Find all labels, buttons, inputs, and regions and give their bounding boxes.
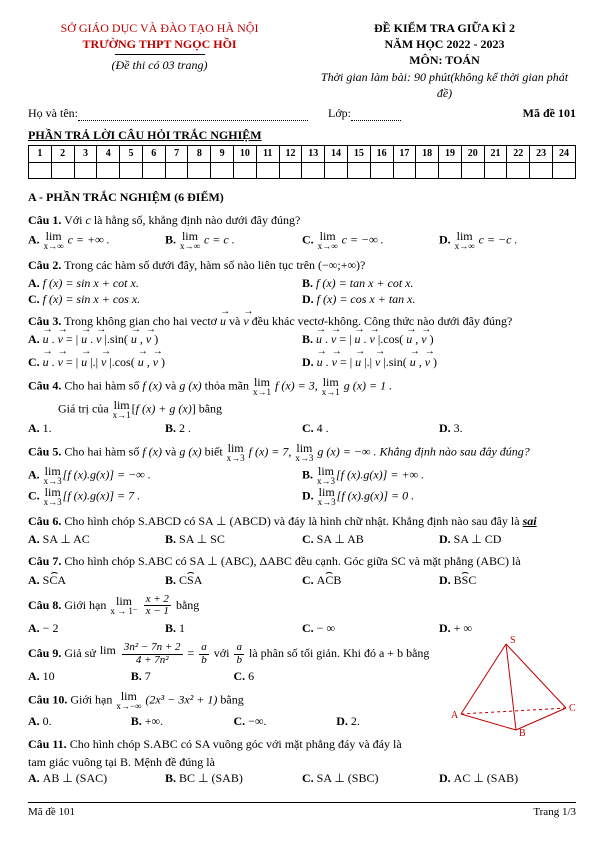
svg-text:B: B: [519, 728, 526, 736]
q3-opt-a: A. u . v = | u . v |.sin( u , v ): [28, 331, 302, 347]
truong: TRƯỜNG THPT NGỌC HỒI: [28, 36, 291, 52]
answer-grid: 123456789101112131415161718192021222324: [28, 145, 576, 179]
question-4: Câu 4. Cho hai hàm số f (x) và g (x) thỏ…: [28, 376, 576, 436]
footer-right: Trang 1/3: [533, 805, 576, 820]
exam-title: ĐỀ KIỂM TRA GIỮA KÌ 2: [313, 20, 576, 36]
q2-opt-b: B. f (x) = tan x + cot x.: [302, 275, 576, 291]
namhoc: NĂM HỌC 2022 - 2023: [313, 36, 576, 52]
page-footer: Mã đề 101 Trang 1/3: [28, 802, 576, 820]
question-1: Câu 1. Với c là hằng số, khẳng định nào …: [28, 212, 576, 251]
mon: MÔN: TOÁN: [313, 52, 576, 68]
q2-opt-c: C. f (x) = sin x + cos x.: [28, 291, 302, 307]
question-7: Câu 7. Cho hình chóp S.ABC có SA ⊥ (ABC)…: [28, 553, 576, 587]
sogd: SỞ GIÁO DỤC VÀ ĐÀO TẠO HÀ NỘI: [28, 20, 291, 36]
divider: [115, 54, 205, 55]
part-a-title: A - PHẦN TRẮC NGHIỆM (6 ĐIỂM): [28, 189, 576, 205]
page-header: SỞ GIÁO DỤC VÀ ĐÀO TẠO HÀ NỘI TRƯỜNG THP…: [28, 20, 576, 101]
q2-opt-a: A. f (x) = sin x + cot x.: [28, 275, 302, 291]
made: Mã đề 101: [523, 105, 576, 121]
question-6: Câu 6. Cho hình chóp S.ABCD có SA ⊥ (ABC…: [28, 513, 576, 547]
q2-opt-d: D. f (x) = cos x + tan x.: [302, 291, 576, 307]
question-8: Câu 8. Giới hạn limx → 1⁻ x + 2x − 1 bằn…: [28, 594, 576, 636]
q3-opt-b: B. u . v = | u . v |.cos( u , v ): [302, 331, 576, 347]
header-right: ĐỀ KIỂM TRA GIỮA KÌ 2 NĂM HỌC 2022 - 202…: [313, 20, 576, 101]
lop-label: Lớp:: [328, 105, 351, 121]
q1-opt-d: D. limx→∞ c = −c .: [439, 230, 576, 251]
thoigian: Thời gian làm bài: 90 phút(không kể thời…: [313, 69, 576, 101]
question-5: Câu 5. Cho hai hàm số f (x) và g (x) biế…: [28, 442, 576, 507]
q1-opt-b: B. limx→∞ c = c .: [165, 230, 302, 251]
q1-num: Câu 1.: [28, 213, 61, 227]
pyramid-diagram: S A B C: [446, 636, 576, 740]
question-11: Câu 11. Cho hình chóp S.ABC có SA vuông …: [28, 736, 576, 787]
lop-field: [351, 105, 401, 121]
svg-text:C: C: [569, 703, 576, 714]
hoten-field: [78, 105, 308, 121]
info-line: Họ và tên: Lớp: Mã đề 101: [28, 105, 576, 121]
q3-opt-c: C. u . v = | u |.| v |.cos( u , v ): [28, 354, 302, 370]
q1-opt-a: A. limx→∞ c = +∞ .: [28, 230, 165, 251]
header-left: SỞ GIÁO DỤC VÀ ĐÀO TẠO HÀ NỘI TRƯỜNG THP…: [28, 20, 291, 101]
q3-opt-d: D. u . v = | u |.| v |.sin( u , v ): [302, 354, 576, 370]
question-3: Câu 3. Trong không gian cho hai vectơ u …: [28, 313, 576, 370]
question-2: Câu 2. Trong các hàm số dưới đây, hàm số…: [28, 257, 576, 308]
svg-text:S: S: [510, 636, 516, 646]
svg-text:A: A: [451, 710, 459, 721]
dethi: (Đề thi có 03 trang): [28, 57, 291, 73]
footer-left: Mã đề 101: [28, 805, 75, 820]
hoten-label: Họ và tên:: [28, 105, 78, 121]
answergrid-title: PHẦN TRẢ LỜI CÂU HỎI TRẮC NGHIỆM: [28, 127, 576, 143]
q1-opt-c: C. limx→∞ c = −∞ .: [302, 230, 439, 251]
